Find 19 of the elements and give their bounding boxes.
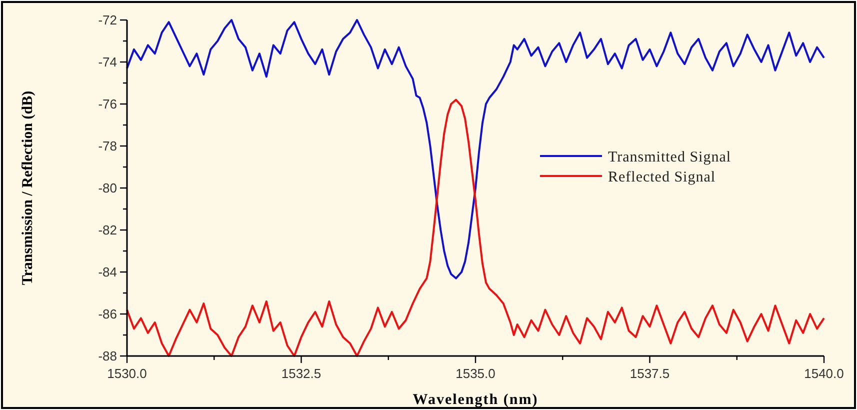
x-tick-label: 1537.5 (630, 366, 670, 381)
y-tick-label: -74 (98, 54, 117, 70)
y-tick-label: -86 (98, 306, 117, 322)
line-series (126, 19, 825, 280)
legend-label: Transmitted Signal (608, 149, 732, 166)
x-tick-label: 1532.5 (281, 366, 322, 381)
y-tick-label: -80 (98, 180, 117, 196)
y-tick-label: -82 (98, 222, 117, 238)
x-tick-label: 1530.0 (107, 366, 147, 381)
y-tick-label: -76 (98, 96, 117, 112)
y-tick-label: -88 (98, 348, 117, 364)
y-tick-label: -78 (98, 138, 117, 154)
legend-label: Reflected Signal (608, 169, 716, 186)
x-tick-label: 1540.0 (804, 366, 844, 381)
y-tick-label: -84 (98, 264, 117, 280)
x-tick-label: 1535.0 (456, 366, 496, 381)
y-axis-title: Transmission / Reflection (dB) (20, 90, 36, 286)
x-axis-title: Wavelength (nm) (412, 392, 538, 408)
y-tick-label: -72 (98, 12, 117, 28)
